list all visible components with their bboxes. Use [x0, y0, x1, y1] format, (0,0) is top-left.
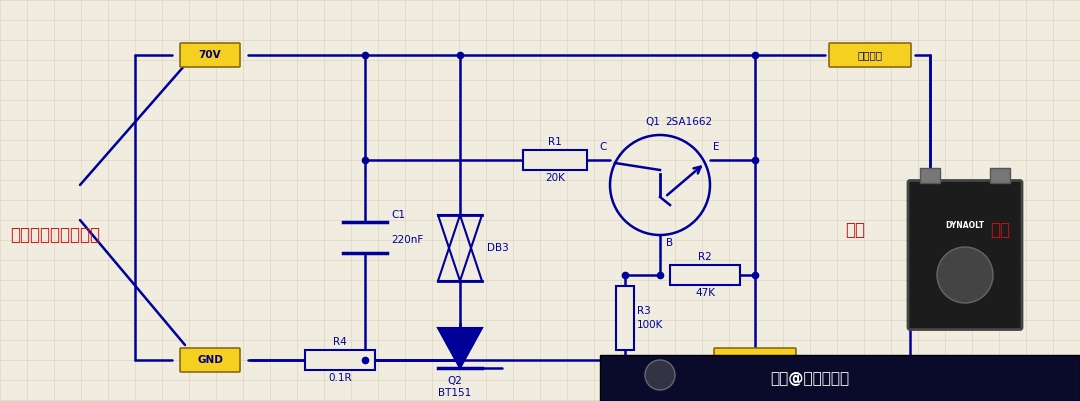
Text: R3: R3	[637, 306, 651, 316]
FancyBboxPatch shape	[305, 350, 375, 370]
Text: DB3: DB3	[487, 243, 509, 253]
Text: 充电器电源次级输出: 充电器电源次级输出	[10, 226, 100, 244]
Text: 电池正极: 电池正极	[858, 50, 882, 60]
Text: 0.1R: 0.1R	[328, 373, 352, 383]
Text: 负极: 负极	[845, 221, 865, 239]
Text: 头条@硬件大不同: 头条@硬件大不同	[770, 371, 850, 385]
Text: B: B	[666, 238, 673, 248]
FancyBboxPatch shape	[616, 286, 634, 350]
FancyBboxPatch shape	[180, 43, 240, 67]
Text: BT151: BT151	[438, 388, 472, 398]
FancyBboxPatch shape	[990, 168, 1010, 182]
Text: Q1: Q1	[645, 117, 660, 127]
Text: GND: GND	[197, 355, 222, 365]
Text: 20K: 20K	[545, 173, 565, 183]
Text: 电池负极: 电池负极	[743, 355, 768, 365]
Text: E: E	[713, 142, 719, 152]
Text: 正极: 正极	[990, 221, 1010, 239]
Text: DYNAOLT: DYNAOLT	[945, 221, 985, 229]
Text: 220nF: 220nF	[391, 235, 423, 245]
FancyBboxPatch shape	[714, 348, 796, 372]
Circle shape	[645, 360, 675, 390]
Text: R4: R4	[333, 337, 347, 347]
FancyBboxPatch shape	[908, 180, 1022, 330]
Text: R2: R2	[698, 252, 712, 262]
Circle shape	[937, 247, 993, 303]
FancyBboxPatch shape	[829, 43, 912, 67]
Text: R1: R1	[549, 137, 562, 147]
FancyBboxPatch shape	[523, 150, 588, 170]
Text: 100K: 100K	[637, 320, 663, 330]
FancyBboxPatch shape	[670, 265, 740, 285]
Text: 2SA1662: 2SA1662	[665, 117, 712, 127]
Polygon shape	[438, 328, 482, 368]
Text: C: C	[599, 142, 607, 152]
Text: 70V: 70V	[199, 50, 221, 60]
Text: Q2: Q2	[447, 376, 462, 386]
FancyBboxPatch shape	[600, 355, 1080, 401]
FancyBboxPatch shape	[920, 168, 940, 182]
FancyBboxPatch shape	[180, 348, 240, 372]
Text: 47K: 47K	[696, 288, 715, 298]
Text: C1: C1	[391, 210, 405, 220]
